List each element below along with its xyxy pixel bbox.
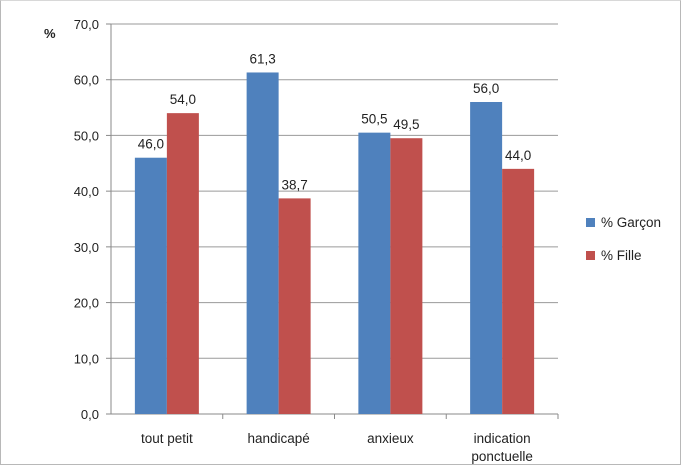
labels: 46,0 54,0 61,3 38,7 50,5 49,5 56,0 44,0 [138, 51, 532, 192]
legend: % Garçon % Fille [586, 215, 661, 263]
bar-fille [502, 168, 535, 414]
bar-garcon [246, 72, 279, 414]
y-tick-label: 0,0 [81, 407, 99, 422]
data-label: 61,3 [249, 51, 275, 66]
y-tick-label: 40,0 [74, 184, 99, 199]
bar-garcon [470, 102, 503, 414]
y-tick-label: 50,0 [74, 128, 99, 143]
data-label: 44,0 [505, 148, 531, 163]
legend-label: % Fille [601, 248, 642, 263]
data-label: 46,0 [138, 137, 164, 152]
data-label: 38,7 [281, 177, 307, 192]
x-category-label: indication [474, 431, 531, 446]
bar-fille [166, 113, 199, 415]
legend-swatch [586, 251, 595, 260]
y-axis-unit-label: % [44, 26, 56, 41]
legend-swatch [586, 218, 595, 227]
y-tick-label: 70,0 [74, 17, 99, 32]
x-category-label: ponctuelle [471, 449, 533, 464]
data-label: 50,5 [361, 112, 387, 127]
legend-label: % Garçon [601, 215, 661, 230]
x-category-label: handicapé [247, 431, 309, 446]
y-tick-label: 20,0 [74, 296, 99, 311]
x-category-label: anxieux [367, 431, 414, 446]
bar-fille [390, 138, 423, 414]
bar-garcon [358, 132, 391, 414]
y-tick-label: 60,0 [74, 73, 99, 88]
bars [134, 72, 535, 415]
x-category-label: tout petit [141, 431, 193, 446]
data-label: 56,0 [473, 81, 499, 96]
bar-garcon [134, 157, 167, 414]
y-tick-label: 10,0 [74, 351, 99, 366]
data-label: 49,5 [393, 117, 419, 132]
data-label: 54,0 [170, 92, 196, 107]
bar-fille [278, 198, 311, 414]
y-tick-label: 30,0 [74, 240, 99, 255]
